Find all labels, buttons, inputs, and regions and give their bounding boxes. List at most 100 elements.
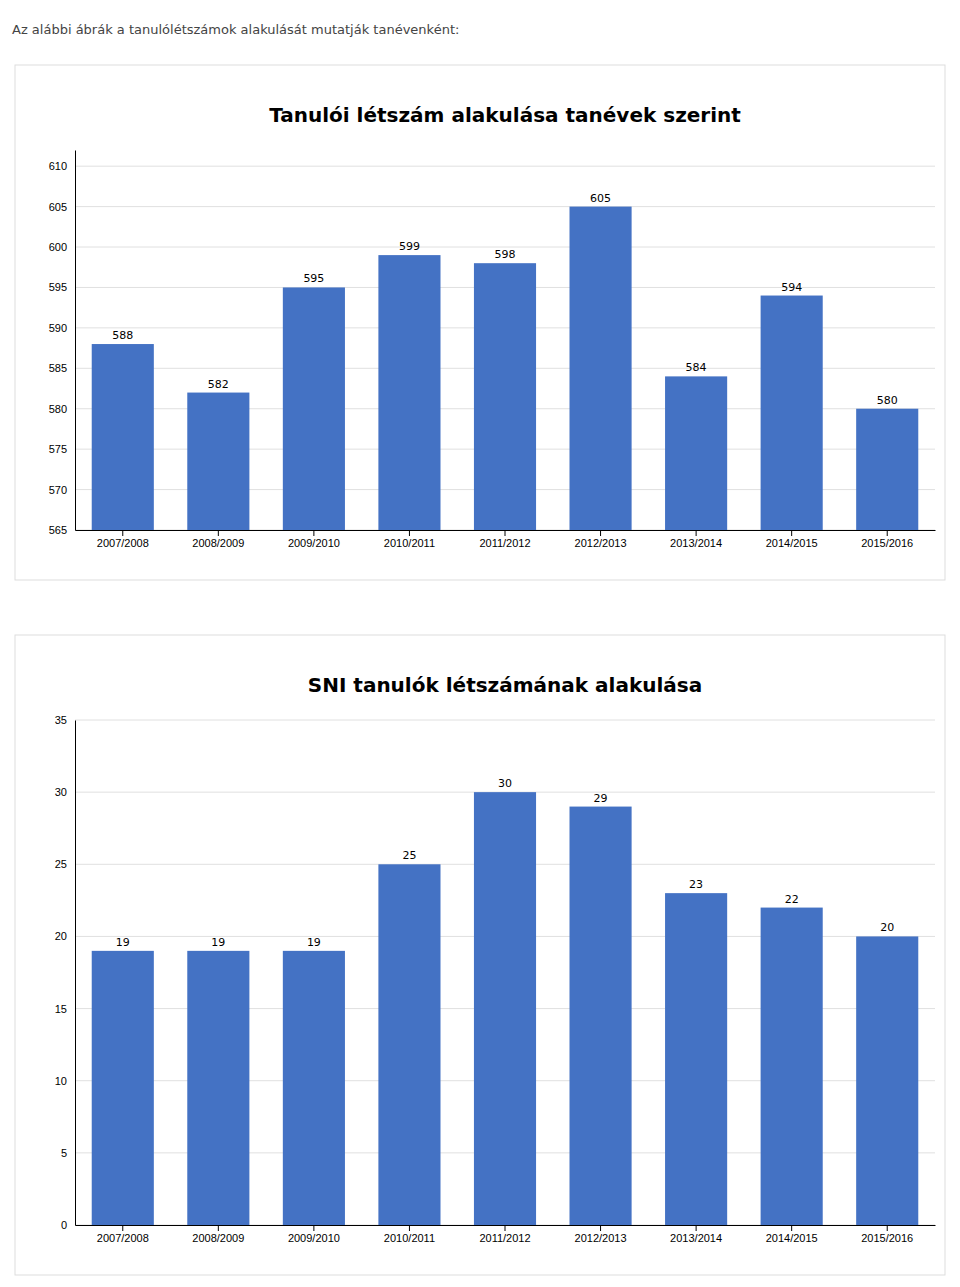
x-tick: 2010/2011: [384, 1225, 435, 1244]
bar: [378, 864, 440, 1225]
x-tick-mark: [218, 530, 219, 536]
x-tick-label: 2007/2008: [97, 537, 149, 549]
bar: [761, 296, 823, 530]
data-label: 25: [402, 849, 416, 862]
bar: [378, 255, 440, 530]
y-tick-label: 25: [55, 858, 67, 870]
x-tick-label: 2009/2010: [288, 1232, 340, 1244]
x-tick: 2015/2016: [861, 1225, 913, 1244]
y-tick: 565: [49, 524, 75, 536]
x-tick-mark: [409, 1225, 410, 1231]
x-tick: 2013/2014: [670, 1225, 722, 1244]
y-tick-label: 600: [49, 241, 67, 253]
y-tick: 580: [49, 403, 75, 415]
x-tick-label: 2010/2011: [384, 537, 435, 549]
data-label: 20: [880, 921, 894, 934]
y-tick-label: 0: [61, 1219, 67, 1231]
x-tick-label: 2009/2010: [288, 537, 340, 549]
x-tick-mark: [696, 530, 697, 536]
y-tick: 575: [49, 443, 75, 455]
y-tick: 595: [49, 281, 75, 293]
x-tick-label: 2011/2012: [479, 537, 530, 549]
x-tick-label: 2007/2008: [97, 1232, 149, 1244]
y-tick-label: 610: [49, 160, 67, 172]
y-tick: 10: [55, 1075, 75, 1087]
x-tick-mark: [122, 530, 123, 536]
bar: [474, 263, 536, 530]
data-label: 19: [211, 936, 225, 949]
y-tick: 25: [55, 858, 75, 870]
grid: [75, 166, 935, 530]
x-tick: 2008/2009: [192, 530, 244, 549]
data-label: 588: [112, 329, 133, 342]
data-label: 584: [686, 361, 707, 374]
bars: [92, 207, 919, 530]
y-tick: 570: [49, 484, 75, 496]
bar: [92, 951, 154, 1225]
y-tick: 35: [55, 714, 75, 726]
bar: [665, 376, 727, 530]
x-tick-mark: [122, 1225, 123, 1231]
x-tick: 2008/2009: [192, 1225, 244, 1244]
chart-box: [15, 635, 945, 1275]
x-tick-label: 2013/2014: [670, 1232, 722, 1244]
y-tick-label: 15: [55, 1003, 67, 1015]
y-axis-line: [75, 721, 76, 1226]
y-tick: 30: [55, 786, 75, 798]
grid: [75, 720, 935, 1225]
bar: [92, 344, 154, 530]
y-tick-label: 35: [55, 714, 67, 726]
x-tick-mark: [313, 1225, 314, 1231]
x-tick-mark: [887, 530, 888, 536]
x-tick-mark: [600, 1225, 601, 1231]
x-tick-mark: [505, 1225, 506, 1231]
y-tick-label: 585: [49, 362, 67, 374]
y-tick-label: 565: [49, 524, 67, 536]
page: Az alábbi ábrák a tanulólétszámok alakul…: [0, 0, 960, 1287]
grid-line: [75, 206, 935, 207]
data-labels: 191919253029232220: [116, 777, 894, 949]
y-tick-label: 570: [49, 484, 67, 496]
x-tick-label: 2012/2013: [575, 537, 627, 549]
data-label: 29: [594, 792, 608, 805]
bar: [187, 951, 249, 1225]
x-tick-label: 2015/2016: [861, 537, 913, 549]
x-tick: 2007/2008: [97, 530, 149, 549]
data-label: 598: [495, 248, 516, 261]
y-tick: 15: [55, 1003, 75, 1015]
y-tick-label: 605: [49, 201, 67, 213]
bar: [474, 792, 536, 1225]
grid-line: [75, 166, 935, 167]
y-tick-label: 20: [55, 930, 67, 942]
y-tick: 0: [61, 1219, 75, 1231]
y-tick: 585: [49, 362, 75, 374]
bar: [570, 207, 632, 530]
x-tick: 2015/2016: [861, 530, 913, 549]
y-axis: 565 570 575 580 585 590 595 600 605 610: [49, 151, 76, 537]
bar: [570, 807, 632, 1225]
x-tick: 2011/2012: [479, 530, 530, 549]
x-tick-mark: [600, 530, 601, 536]
bar: [665, 893, 727, 1225]
y-tick-label: 575: [49, 443, 67, 455]
x-tick: 2011/2012: [479, 1225, 530, 1244]
y-axis: 0 5 10 15 20 25 30 35: [55, 714, 76, 1231]
data-label: 23: [689, 878, 703, 891]
data-label: 19: [116, 936, 130, 949]
data-label: 605: [590, 192, 611, 205]
y-tick-label: 5: [61, 1147, 67, 1159]
x-tick-mark: [791, 1225, 792, 1231]
y-tick-label: 590: [49, 322, 67, 334]
x-tick-label: 2014/2015: [766, 537, 818, 549]
x-tick: 2014/2015: [766, 1225, 818, 1244]
chart-title: Tanulói létszám alakulása tanévek szerin…: [269, 103, 741, 127]
y-tick: 590: [49, 322, 75, 334]
x-tick-label: 2012/2013: [575, 1232, 627, 1244]
data-label: 599: [399, 240, 420, 253]
x-tick-label: 2014/2015: [766, 1232, 818, 1244]
data-label: 595: [303, 272, 324, 285]
y-tick: 20: [55, 930, 75, 942]
data-label: 594: [781, 281, 802, 294]
bars: [92, 792, 919, 1225]
x-tick-mark: [313, 530, 314, 536]
